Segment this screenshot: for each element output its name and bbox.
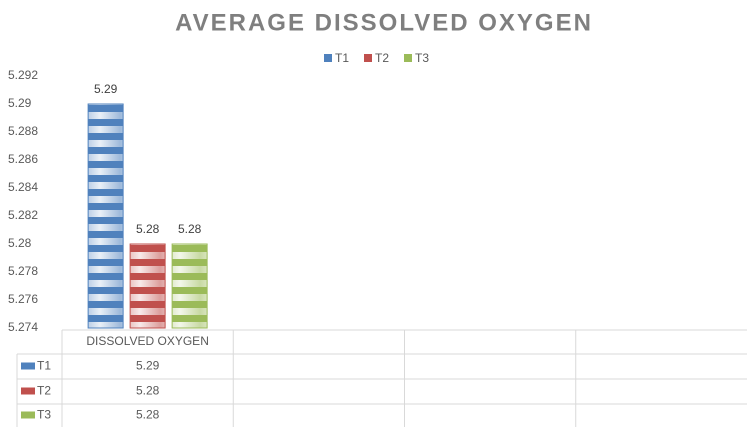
legend-label: T3 (415, 51, 429, 65)
y-tick-label: 5.286 (8, 152, 38, 166)
x-tick-label: DISSOLVED OXYGEN (86, 334, 208, 348)
chart-title: AVERAGE DISSOLVED OXYGEN (175, 9, 593, 36)
legend-swatch (364, 54, 372, 62)
table-row-label: T3 (37, 408, 51, 422)
data-label: 5.28 (136, 222, 160, 236)
bar (171, 243, 208, 329)
y-tick-label: 5.276 (8, 292, 38, 306)
table-row-label: T1 (37, 359, 51, 373)
y-tick-label: 5.284 (8, 180, 38, 194)
table-legend-key (21, 411, 35, 419)
table-value: 5.28 (136, 408, 160, 422)
y-tick-label: 5.292 (8, 68, 38, 82)
y-tick-label: 5.28 (8, 236, 32, 250)
bar (129, 243, 166, 329)
bar (87, 103, 124, 329)
table-row-label: T2 (37, 384, 51, 398)
table-value: 5.28 (136, 384, 160, 398)
legend-swatch (324, 54, 332, 62)
y-tick-label: 5.29 (8, 96, 32, 110)
data-label: 5.29 (94, 82, 118, 96)
legend-label: T2 (375, 51, 389, 65)
y-tick-label: 5.282 (8, 208, 38, 222)
y-tick-label: 5.274 (8, 320, 38, 334)
table-legend-key (21, 362, 35, 370)
legend-swatch (404, 54, 412, 62)
y-tick-label: 5.288 (8, 124, 38, 138)
y-tick-label: 5.278 (8, 264, 38, 278)
legend-label: T1 (335, 51, 349, 65)
table-legend-key (21, 387, 35, 395)
data-label: 5.28 (178, 222, 202, 236)
table-value: 5.29 (136, 359, 160, 373)
